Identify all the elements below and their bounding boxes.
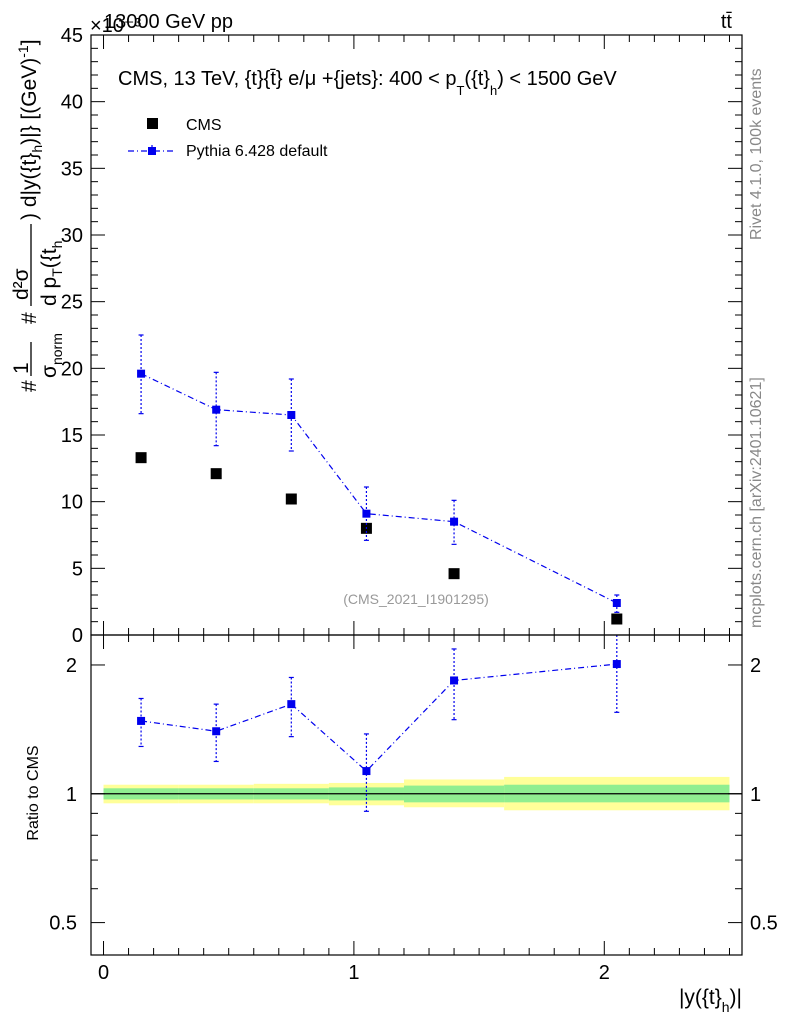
legend: CMS Pythia 6.428 default: [128, 117, 328, 160]
legend-pythia-marker: [148, 147, 156, 155]
pythia-data-point: [362, 509, 371, 518]
exponent-label: ×10⁻³: [90, 15, 141, 37]
svg-text:1: 1: [10, 362, 33, 374]
cms-data-point: [210, 468, 222, 480]
ratio-panel: 0.5 0.5 1 1 2 2 0 1 2: [49, 635, 778, 984]
cms-data-point: [448, 568, 460, 580]
ratio-ylabel: Ratio to CMS: [25, 745, 42, 840]
process-label: tt̄: [721, 11, 733, 33]
svg-text:d²σ: d²σ: [10, 268, 33, 300]
y-tick-label: 15: [61, 425, 83, 447]
ratio-data-point: [287, 700, 296, 709]
y-tick-label: 25: [61, 292, 83, 314]
ratio-data-point: [450, 676, 459, 685]
ratio-data-point: [212, 727, 221, 736]
svg-text:) d|y({t}h)|} [(GeV)-1]: ) d|y({t}h)|} [(GeV)-1]: [15, 39, 45, 220]
ratio-data-point: [612, 660, 621, 669]
x-tick-label: 1: [348, 962, 359, 984]
ratio-data-point: [137, 716, 146, 725]
y-tick-label: 45: [61, 25, 83, 47]
beam-energy-label: 13000 GeV pp: [104, 11, 233, 33]
ratio-y-tick-label: 2: [66, 655, 77, 677]
ratio-axis-tick-labels: 0.5 0.5 1 1 2 2 0 1 2: [49, 655, 778, 984]
main-ylabel: # 1 σnorm # d²σ d pT({th ) d|y({t}h)|} […: [10, 39, 65, 392]
analysis-watermark: (CMS_2021_I1901295): [343, 591, 489, 607]
ratio-y-tick-label: 1: [66, 784, 77, 806]
main-axis-ticks: [91, 34, 742, 636]
svg-text:#: #: [18, 312, 41, 324]
ratio-frame: [90, 634, 743, 956]
svg-text:d pT({th: d pT({th: [38, 241, 65, 306]
pythia-data-point: [137, 369, 146, 378]
legend-pythia-label: Pythia 6.428 default: [186, 143, 328, 160]
y-tick-label: 5: [72, 558, 83, 580]
x-tick-label: 2: [599, 962, 610, 984]
ratio-y-tick-label: 0.5: [49, 913, 77, 935]
ratio-data-layer: [137, 635, 621, 812]
cms-data-point: [611, 613, 623, 625]
ratio-uncertainty-bands: [91, 776, 742, 811]
rivet-label: Rivet 4.1.0, 100k events: [748, 68, 765, 240]
y-tick-label: 10: [61, 492, 83, 514]
y-tick-label: 20: [61, 358, 83, 380]
ratio-axis-ticks: [91, 635, 742, 955]
mcplots-label: mcplots.cern.ch [arXiv:2401.10621]: [748, 377, 765, 628]
ratio-y-tick-label-right: 1: [750, 784, 761, 806]
ratio-series-line: [140, 663, 617, 772]
ratio-data-point: [362, 767, 371, 776]
y-tick-label: 30: [61, 225, 83, 247]
cms-data-point: [285, 493, 297, 505]
svg-text:#: #: [18, 380, 41, 392]
pythia-data-point: [212, 405, 221, 414]
pythia-series-line: [140, 373, 618, 604]
ratio-y-tick-label-right: 0.5: [750, 913, 778, 935]
legend-cms-marker: [147, 118, 158, 129]
pythia-data-point: [612, 599, 621, 607]
xlabel: |y({t}h)|: [679, 986, 742, 1015]
x-tick-label: 0: [98, 962, 109, 984]
cms-data-point: [135, 452, 147, 464]
pythia-data-point: [450, 517, 459, 526]
legend-cms-label: CMS: [186, 117, 222, 134]
main-axis-tick-labels: 0 5 10 15 20 25 30 35 40 45: [61, 25, 83, 647]
pythia-data-point: [287, 411, 296, 419]
main-panel: 0 5 10 15 20 25 30 35 40 45 CMS, 13 TeV, {t}{t̄} …: [61, 25, 742, 647]
svg-text:σnorm: σnorm: [38, 333, 65, 378]
main-data-layer: [135, 334, 623, 625]
y-tick-label: 0: [72, 625, 83, 647]
y-tick-label: 35: [61, 158, 83, 180]
chart-title: CMS, 13 TeV, {t}{t̄} e/μ +{jets}: 400 < …: [118, 68, 617, 98]
ratio-y-tick-label-right: 2: [750, 655, 761, 677]
y-tick-label: 40: [61, 92, 83, 114]
